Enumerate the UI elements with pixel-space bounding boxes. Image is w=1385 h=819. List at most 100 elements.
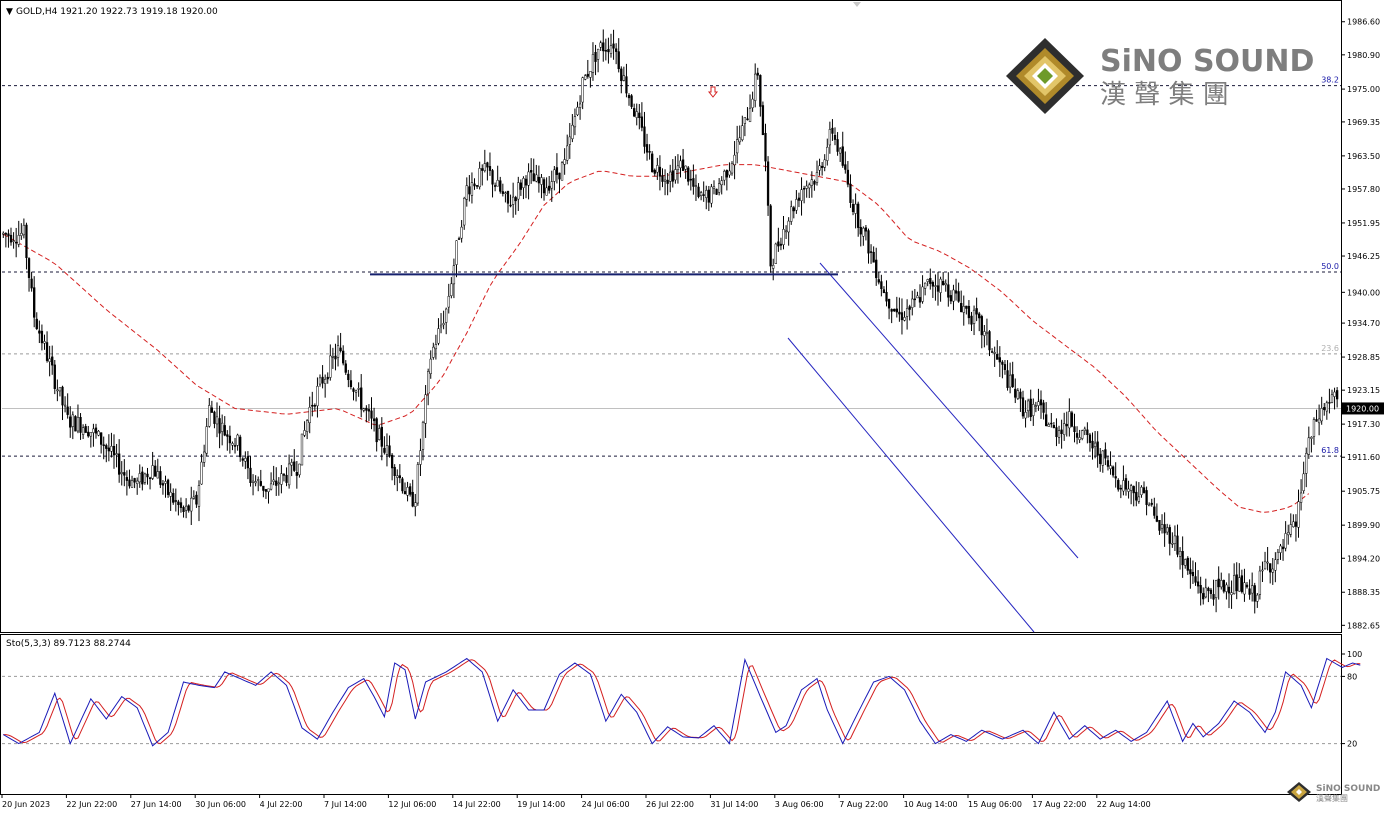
candle-body[interactable]	[336, 345, 340, 358]
candle-body[interactable]	[509, 204, 512, 207]
candle-body[interactable]	[195, 494, 198, 505]
candle-body[interactable]	[581, 77, 584, 103]
candle-body[interactable]	[501, 191, 504, 194]
candle-body[interactable]	[1032, 404, 1035, 416]
candle-body[interactable]	[154, 465, 157, 477]
candle-body[interactable]	[576, 106, 579, 116]
candle-body[interactable]	[362, 408, 365, 411]
candle-body[interactable]	[1014, 388, 1017, 398]
candle-body[interactable]	[1214, 580, 1218, 598]
candle-body[interactable]	[372, 418, 376, 422]
candle-body[interactable]	[460, 226, 463, 239]
candle-body[interactable]	[9, 234, 13, 243]
candle-body[interactable]	[239, 436, 242, 458]
candle-body[interactable]	[210, 407, 214, 413]
candle-body[interactable]	[187, 505, 190, 511]
candle-body[interactable]	[1269, 563, 1272, 573]
candle-body[interactable]	[622, 75, 626, 81]
candle-body[interactable]	[947, 284, 950, 298]
candle-body[interactable]	[921, 286, 924, 302]
candle-body[interactable]	[166, 479, 170, 495]
candle-body[interactable]	[354, 390, 358, 393]
candle-body[interactable]	[259, 481, 262, 486]
candle-body[interactable]	[1029, 398, 1032, 418]
candle-body[interactable]	[94, 427, 98, 434]
candle-body[interactable]	[267, 488, 270, 492]
candle-body[interactable]	[1171, 543, 1174, 545]
candle-body[interactable]	[1114, 476, 1117, 479]
candle-body[interactable]	[558, 172, 561, 180]
candle-body[interactable]	[756, 72, 759, 76]
candle-body[interactable]	[1075, 433, 1079, 438]
candle-body[interactable]	[594, 51, 597, 62]
candle-body[interactable]	[388, 445, 391, 457]
candle-body[interactable]	[290, 462, 293, 466]
candle-body[interactable]	[890, 309, 893, 312]
candle-body[interactable]	[777, 241, 780, 247]
candle-body[interactable]	[839, 148, 842, 154]
candle-body[interactable]	[120, 472, 123, 474]
candle-body[interactable]	[429, 358, 432, 374]
candle-body[interactable]	[707, 189, 710, 203]
candle-body[interactable]	[470, 182, 474, 196]
candle-body[interactable]	[401, 478, 404, 492]
candle-body[interactable]	[406, 487, 409, 496]
candle-body[interactable]	[161, 483, 165, 486]
candle-body[interactable]	[123, 472, 126, 476]
candle-body[interactable]	[249, 467, 252, 483]
candle-body[interactable]	[759, 75, 762, 107]
candle-body[interactable]	[223, 425, 226, 436]
candle-body[interactable]	[272, 479, 275, 482]
candle-body[interactable]	[697, 186, 700, 197]
candle-body[interactable]	[774, 243, 777, 264]
candle-body[interactable]	[493, 185, 497, 187]
candle-body[interactable]	[360, 387, 363, 410]
candle-body[interactable]	[1184, 559, 1187, 566]
candle-body[interactable]	[1006, 370, 1009, 388]
candle-body[interactable]	[1204, 587, 1207, 598]
candle-body[interactable]	[1194, 576, 1197, 583]
candle-body[interactable]	[316, 385, 319, 407]
candle-body[interactable]	[205, 426, 208, 454]
candle-body[interactable]	[151, 465, 154, 479]
candle-body[interactable]	[1150, 502, 1153, 505]
candle-body[interactable]	[661, 175, 664, 182]
candle-body[interactable]	[1104, 449, 1107, 459]
candle-body[interactable]	[990, 351, 994, 353]
candle-body[interactable]	[1320, 408, 1323, 422]
candle-body[interactable]	[1106, 460, 1110, 467]
candle-body[interactable]	[846, 169, 850, 185]
candle-body[interactable]	[81, 427, 85, 435]
candle-body[interactable]	[568, 136, 571, 145]
candle-body[interactable]	[7, 233, 10, 237]
candle-body[interactable]	[1024, 412, 1027, 419]
candle-body[interactable]	[1261, 569, 1264, 572]
candle-body[interactable]	[1060, 429, 1063, 434]
candle-body[interactable]	[553, 169, 556, 182]
candle-body[interactable]	[1081, 430, 1084, 439]
candle-body[interactable]	[851, 204, 855, 212]
candle-body[interactable]	[1083, 428, 1086, 431]
candle-body[interactable]	[1222, 580, 1225, 592]
candle-body[interactable]	[228, 435, 232, 444]
candle-body[interactable]	[1294, 521, 1298, 527]
candle-body[interactable]	[1238, 577, 1241, 592]
candle-body[interactable]	[813, 181, 816, 185]
candle-body[interactable]	[998, 357, 1001, 363]
candle-body[interactable]	[651, 153, 654, 173]
candle-body[interactable]	[1137, 496, 1141, 502]
candle-body[interactable]	[218, 418, 221, 434]
candle-body[interactable]	[779, 243, 783, 246]
candle-body[interactable]	[741, 125, 744, 141]
candle-body[interactable]	[1008, 374, 1012, 388]
candle-body[interactable]	[519, 182, 523, 190]
candle-body[interactable]	[1310, 436, 1313, 439]
candle-body[interactable]	[643, 126, 646, 147]
candle-body[interactable]	[1078, 437, 1081, 440]
candle-body[interactable]	[880, 281, 883, 290]
candle-body[interactable]	[676, 165, 680, 170]
candle-body[interactable]	[893, 308, 896, 312]
candle-body[interactable]	[344, 363, 347, 373]
candle-body[interactable]	[486, 162, 489, 168]
candle-body[interactable]	[975, 308, 978, 315]
